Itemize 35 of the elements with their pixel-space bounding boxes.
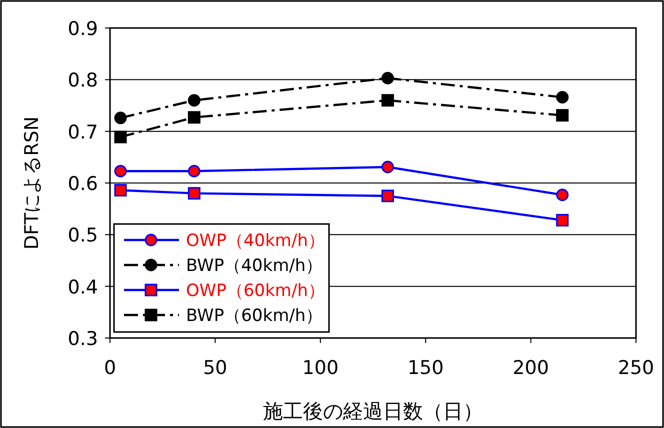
point <box>188 187 200 200</box>
point <box>556 109 569 122</box>
legend-label: OWP（60km/h） <box>186 281 325 301</box>
y-tick-label: 0.8 <box>68 70 98 92</box>
point <box>381 190 394 202</box>
x-tick-label: 100 <box>302 357 339 379</box>
y-tick-label: 0.4 <box>68 276 98 298</box>
point <box>188 111 200 124</box>
y-tick-label: 0.9 <box>68 18 98 40</box>
legend-label: OWP（40km/h） <box>186 231 325 251</box>
x-tick-label: 50 <box>203 357 228 379</box>
point <box>556 90 569 104</box>
point <box>188 94 200 107</box>
x-tick-label: 250 <box>618 357 654 379</box>
legend-label: BWP（60km/h） <box>186 306 323 326</box>
point <box>114 184 127 196</box>
point <box>114 112 127 124</box>
point <box>381 72 394 84</box>
point <box>114 130 127 144</box>
x-tick-label: 200 <box>512 357 549 379</box>
point <box>114 164 127 178</box>
point <box>381 94 394 107</box>
x-tick-label: 0 <box>104 357 116 379</box>
point <box>188 164 200 178</box>
y-axis-title: DFTによるRSN <box>21 116 43 250</box>
x-axis-title: 施工後の経過日数（日） <box>263 399 483 423</box>
point <box>381 160 394 174</box>
y-tick-label: 0.6 <box>68 173 98 195</box>
y-tick-label: 0.7 <box>68 121 98 144</box>
point <box>556 188 569 202</box>
x-tick-label: 150 <box>407 357 444 379</box>
point <box>556 214 569 226</box>
y-tick-label: 0.3 <box>68 328 98 350</box>
y-tick-label: 0.5 <box>68 224 98 247</box>
legend-label: BWP（40km/h） <box>186 256 323 276</box>
